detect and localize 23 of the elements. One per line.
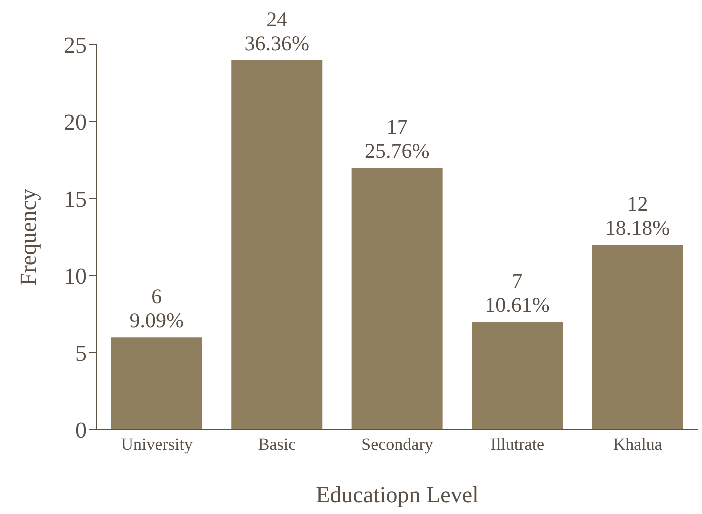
y-axis-title: Frequency — [16, 188, 42, 286]
x-tick-label: Basic — [258, 435, 297, 454]
y-tick-label: 20 — [64, 110, 87, 136]
y-tick-label: 0 — [76, 418, 87, 444]
bar — [111, 338, 202, 430]
y-tick-label: 10 — [64, 264, 87, 290]
data-label: 12 18.18% — [605, 192, 670, 240]
y-tick-label: 15 — [64, 187, 87, 212]
x-axis-title: Educatiopn Level — [316, 482, 479, 508]
bar — [592, 245, 684, 430]
bar — [472, 322, 564, 430]
y-tick-label: 25 — [64, 33, 87, 58]
x-tick-label: University — [121, 435, 194, 454]
x-tick-label: Illutrate — [490, 435, 545, 454]
data-label: 24 36.36% — [244, 7, 310, 56]
x-tick-label: Khalua — [613, 435, 663, 454]
data-label: 17 25.76% — [364, 115, 430, 164]
bar — [232, 60, 323, 430]
data-label: 7 10.61% — [485, 269, 550, 318]
bar — [352, 168, 443, 430]
data-label: 6 9.09% — [130, 284, 184, 333]
y-tick-label: 5 — [76, 341, 87, 366]
x-tick-label: Secondary — [362, 435, 434, 454]
